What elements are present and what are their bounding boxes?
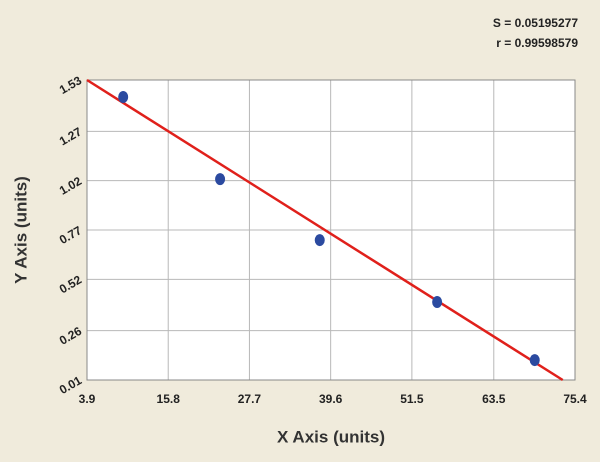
x-tick-label: 15.8	[157, 392, 181, 406]
y-axis-title: Y Axis (units)	[11, 176, 30, 284]
point	[529, 354, 540, 367]
point	[314, 234, 325, 247]
x-tick-label: 63.5	[482, 392, 506, 406]
point	[432, 296, 443, 309]
x-tick-label: 51.5	[400, 392, 424, 406]
x-tick-label: 75.4	[563, 392, 587, 406]
point	[118, 90, 129, 103]
annotation: S = 0.05195277	[493, 16, 578, 30]
x-tick-label: 3.9	[79, 392, 96, 406]
plot-border	[86, 79, 576, 381]
fit-line	[86, 78, 564, 382]
x-tick-label: 39.6	[319, 392, 343, 406]
x-tick-label: 27.7	[238, 392, 262, 406]
point	[215, 173, 226, 186]
x-axis-title: X Axis (units)	[277, 427, 385, 446]
annotation: r = 0.99598579	[496, 36, 578, 50]
